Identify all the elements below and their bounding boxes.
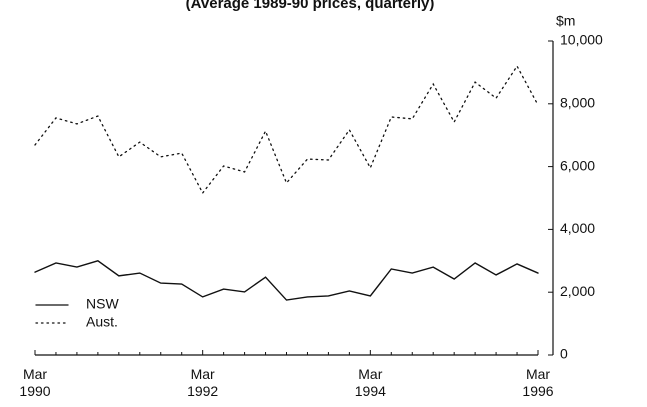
y-tick-label: 8,000 [560,95,595,111]
x-tick-label-line: Mar [526,366,550,382]
legend-label: Aust. [86,314,118,330]
x-tick-label-line: 1992 [187,383,218,399]
x-tick-label-line: 1996 [522,383,553,399]
x-tick-label-line: 1994 [355,383,386,399]
series-line [34,64,539,195]
y-axis-label: $m [556,13,575,29]
series-line [34,260,539,301]
x-tick-label-line: 1990 [19,383,50,399]
x-tick-label: Mar 1994 [355,366,386,399]
x-tick-label: Mar 1996 [522,366,553,399]
x-tick-label: Mar 1992 [187,366,218,399]
y-tick-label: 2,000 [560,283,595,299]
x-tick-label-line: Mar [23,366,47,382]
legend-label: NSW [86,296,119,312]
x-tick-label: Mar 1990 [19,366,50,399]
y-tick-label: 0 [560,346,568,362]
y-tick-label: 4,000 [560,220,595,236]
y-tick-label: 6,000 [560,157,595,173]
y-tick-label: 10,000 [560,32,603,48]
x-tick-label-line: Mar [358,366,382,382]
x-tick-label-line: Mar [191,366,215,382]
chart-subtitle: (Average 1989-90 prices, quarterly) [186,0,435,12]
